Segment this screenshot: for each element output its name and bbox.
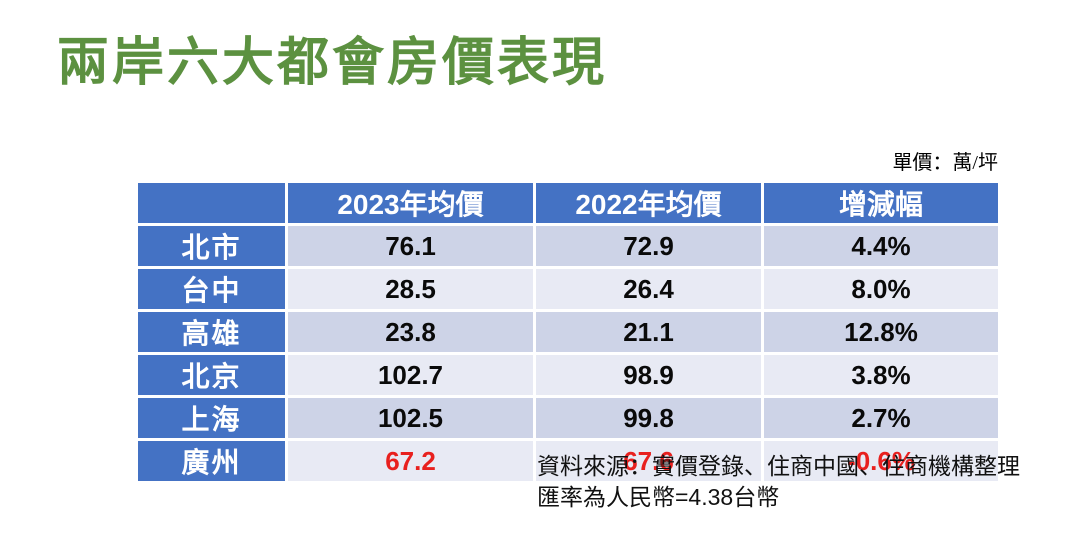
table-row-shanghai: 上海 102.5 99.8 2.7% bbox=[135, 395, 1001, 441]
table-header-row: 2023年均價 2022年均價 增減幅 bbox=[135, 180, 1001, 226]
table-row-beijing: 北京 102.7 98.9 3.8% bbox=[135, 352, 1001, 398]
row-label: 廣州 bbox=[135, 438, 288, 484]
row-label: 北京 bbox=[135, 352, 288, 398]
price-table: 2023年均價 2022年均價 增減幅 北市 76.1 72.9 4.4% 台中… bbox=[135, 180, 1001, 484]
table-row-guangzhou: 廣州 67.2 67.6 -0.6% bbox=[135, 438, 1001, 484]
cell-change: 8.0% bbox=[761, 266, 1001, 312]
header-cell-2022-avg: 2022年均價 bbox=[533, 180, 764, 226]
source-note: 資料來源：實價登錄、住商中國、住商機構整理 匯率為人民幣=4.38台幣 bbox=[537, 451, 1020, 513]
cell-2022-avg: 21.1 bbox=[533, 309, 764, 355]
cell-2022-avg: 26.4 bbox=[533, 266, 764, 312]
cell-2023-avg: 67.2 bbox=[285, 438, 536, 484]
cell-2022-avg: 72.9 bbox=[533, 223, 764, 269]
cell-change: -0.6% bbox=[761, 438, 1001, 484]
source-note-line2: 匯率為人民幣=4.38台幣 bbox=[537, 484, 780, 510]
page-title: 兩岸六大都會房價表現 bbox=[57, 34, 608, 92]
cell-2023-avg: 102.7 bbox=[285, 352, 536, 398]
header-cell-2023-avg: 2023年均價 bbox=[285, 180, 536, 226]
cell-2023-avg: 102.5 bbox=[285, 395, 536, 441]
row-label: 北市 bbox=[135, 223, 288, 269]
table-row-kaohsiung: 高雄 23.8 21.1 12.8% bbox=[135, 309, 1001, 355]
cell-change: 12.8% bbox=[761, 309, 1001, 355]
cell-change: 4.4% bbox=[761, 223, 1001, 269]
cell-2023-avg: 76.1 bbox=[285, 223, 536, 269]
table-row-taichung: 台中 28.5 26.4 8.0% bbox=[135, 266, 1001, 312]
cell-2023-avg: 28.5 bbox=[285, 266, 536, 312]
table-row-taipei: 北市 76.1 72.9 4.4% bbox=[135, 223, 1001, 269]
source-note-line1: 資料來源：實價登錄、住商中國、住商機構整理 bbox=[537, 453, 1020, 479]
row-label: 台中 bbox=[135, 266, 288, 312]
cell-2023-avg: 23.8 bbox=[285, 309, 536, 355]
cell-2022-avg: 99.8 bbox=[533, 395, 764, 441]
row-label: 上海 bbox=[135, 395, 288, 441]
header-cell-change: 增減幅 bbox=[761, 180, 1001, 226]
cell-2022-avg: 67.6 bbox=[533, 438, 764, 484]
cell-2022-avg: 98.9 bbox=[533, 352, 764, 398]
cell-change: 3.8% bbox=[761, 352, 1001, 398]
unit-note: 單價：萬/坪 bbox=[892, 152, 998, 174]
cell-change: 2.7% bbox=[761, 395, 1001, 441]
row-label: 高雄 bbox=[135, 309, 288, 355]
header-cell-city bbox=[135, 180, 288, 226]
